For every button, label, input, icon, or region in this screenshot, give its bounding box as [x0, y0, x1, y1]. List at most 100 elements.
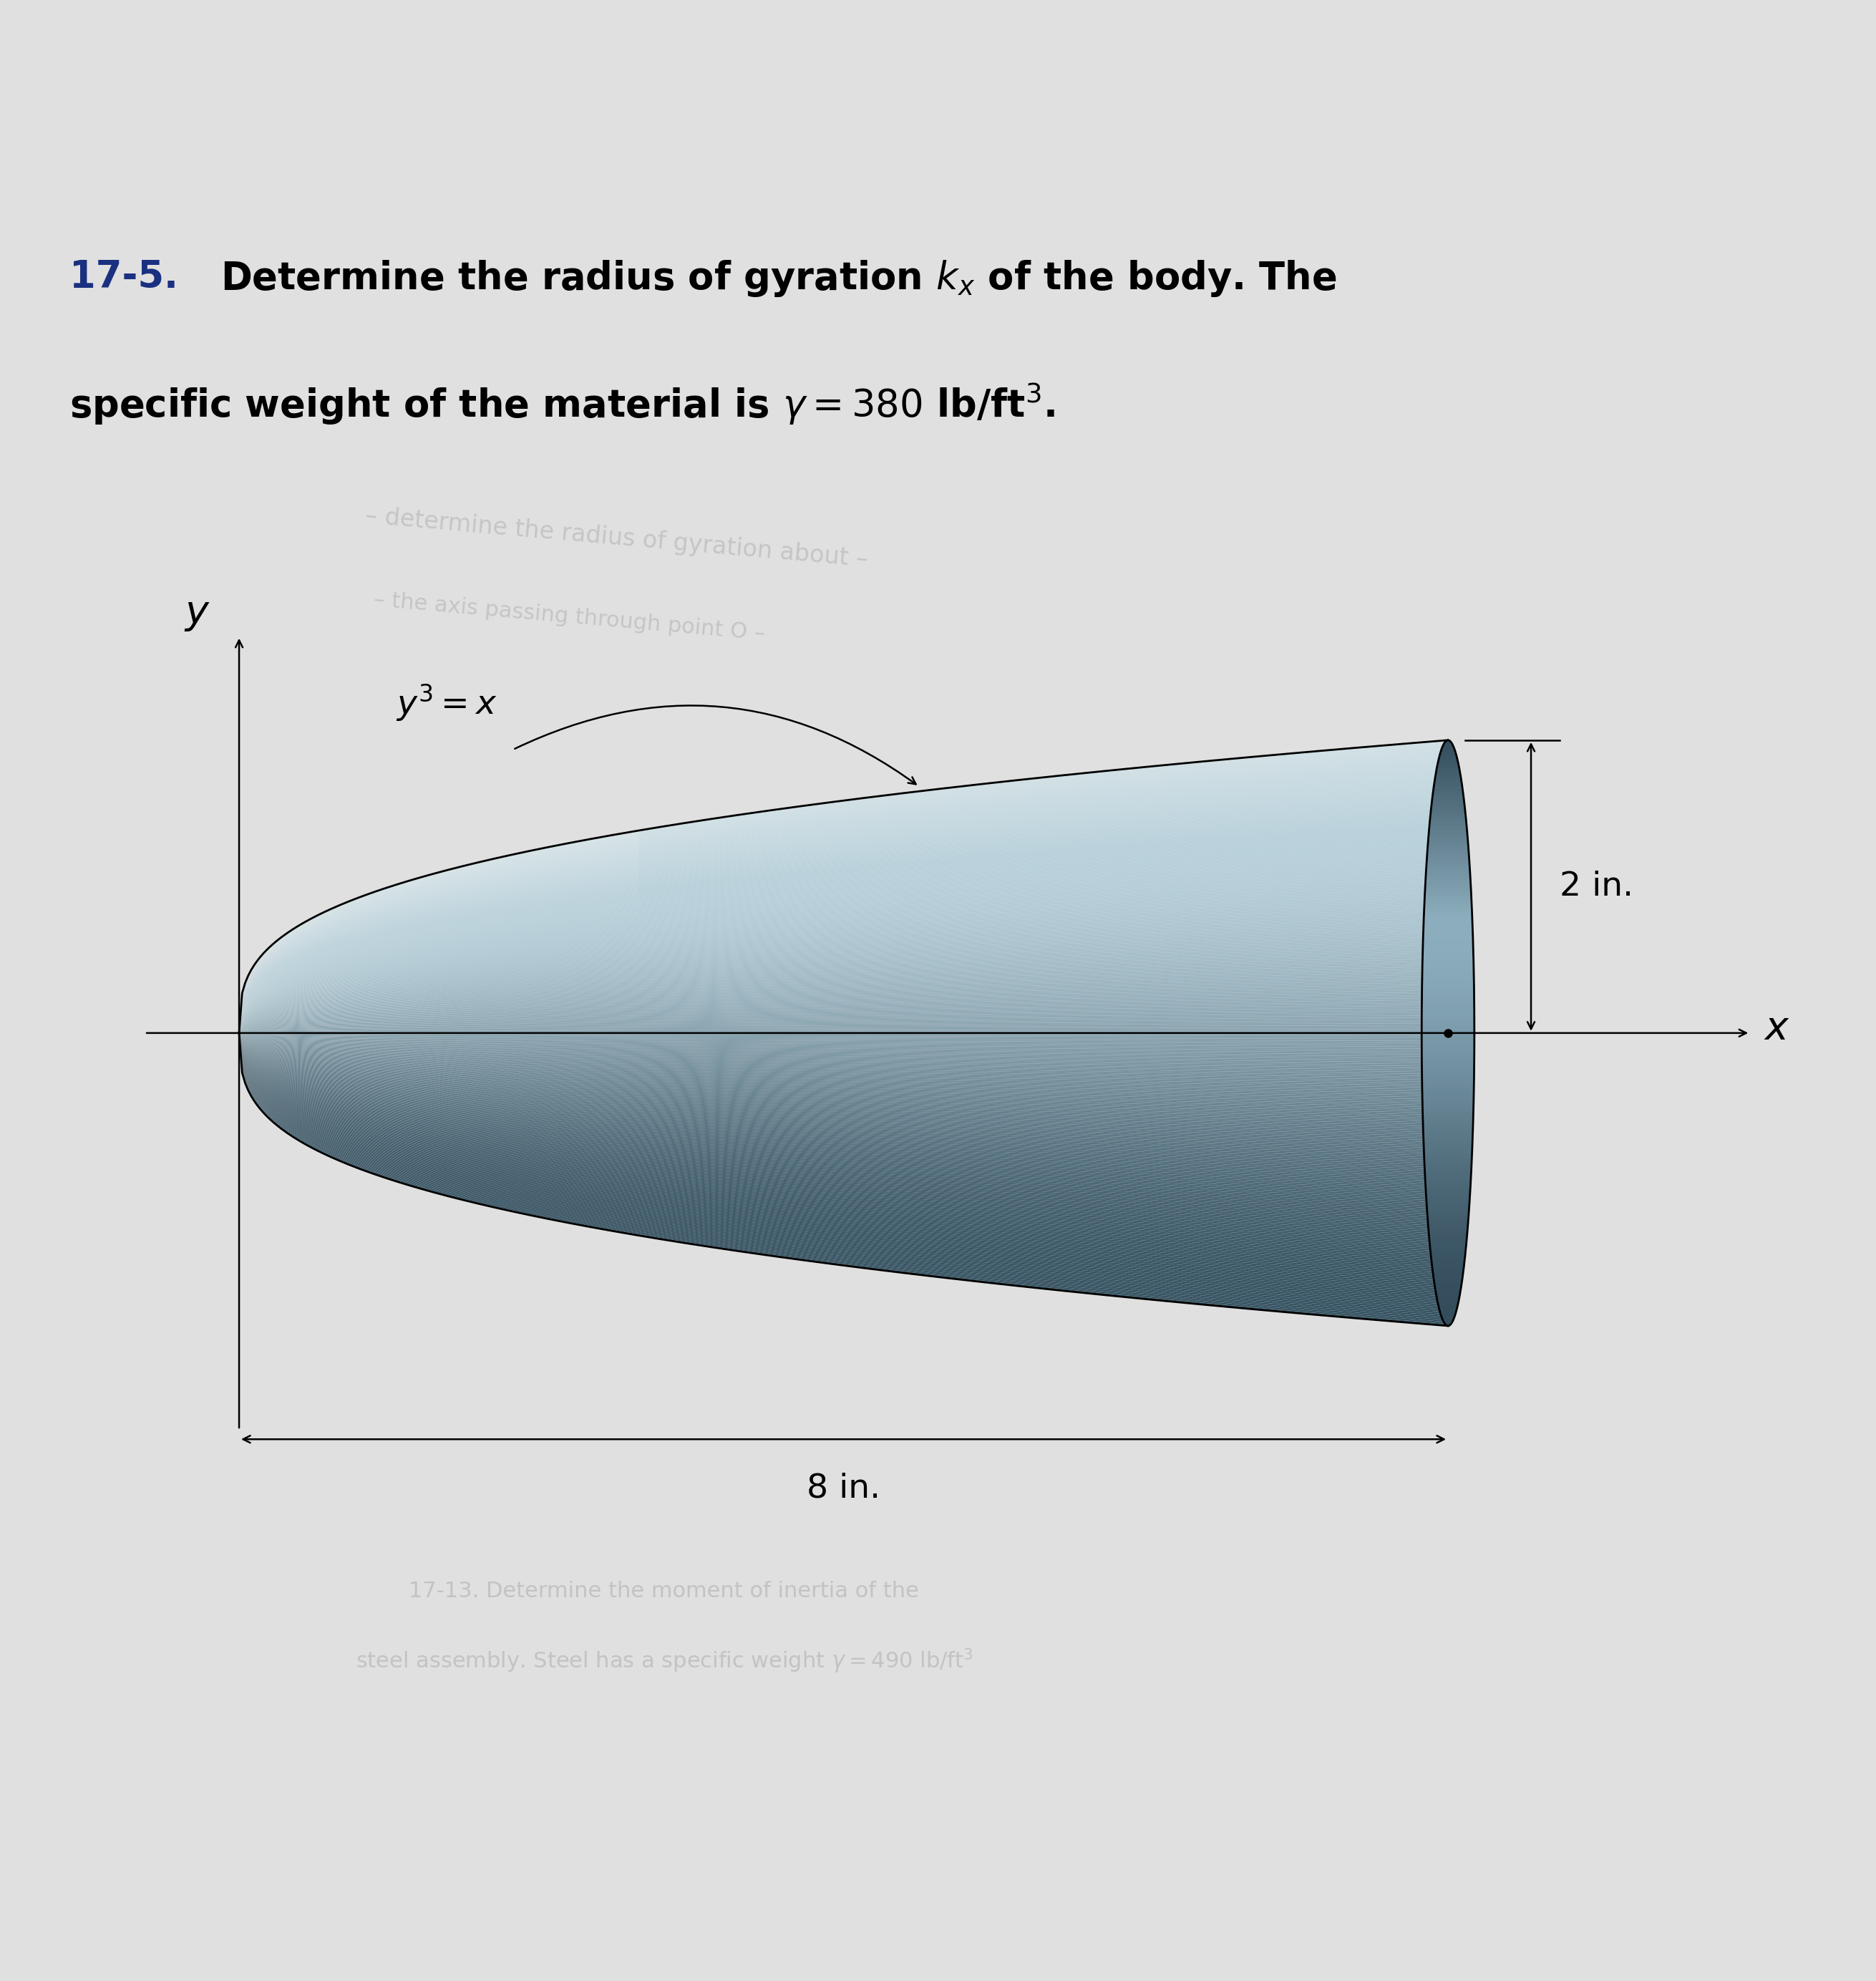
Polygon shape — [238, 753, 1448, 1032]
Polygon shape — [238, 1026, 1448, 1032]
Polygon shape — [1430, 1248, 1465, 1252]
Polygon shape — [238, 953, 1448, 1032]
Polygon shape — [238, 790, 1448, 1032]
Polygon shape — [238, 864, 640, 1032]
Polygon shape — [238, 1032, 1448, 1280]
Polygon shape — [238, 1004, 1448, 1032]
Polygon shape — [238, 1032, 1448, 1159]
Polygon shape — [238, 907, 1448, 1032]
Polygon shape — [238, 1032, 1448, 1155]
Polygon shape — [238, 832, 640, 1032]
Text: – determine the radius of gyration about –: – determine the radius of gyration about… — [364, 503, 869, 571]
Polygon shape — [238, 945, 1448, 1032]
Polygon shape — [238, 1032, 1448, 1149]
Polygon shape — [1422, 1088, 1475, 1092]
Polygon shape — [238, 1032, 1448, 1244]
Polygon shape — [1445, 1321, 1450, 1325]
Polygon shape — [238, 856, 640, 1032]
Polygon shape — [238, 1032, 1448, 1193]
Polygon shape — [1422, 1040, 1475, 1044]
Polygon shape — [238, 1022, 1448, 1032]
Polygon shape — [1422, 1115, 1473, 1119]
Polygon shape — [238, 769, 1448, 1032]
Polygon shape — [238, 834, 1448, 1032]
Polygon shape — [238, 842, 640, 1032]
Polygon shape — [238, 852, 640, 1032]
Polygon shape — [238, 1028, 1448, 1032]
Polygon shape — [1424, 1155, 1473, 1159]
Polygon shape — [1422, 1002, 1475, 1006]
Polygon shape — [1426, 1181, 1471, 1185]
Polygon shape — [1431, 810, 1465, 814]
Polygon shape — [238, 1032, 1448, 1088]
Polygon shape — [1430, 1240, 1467, 1244]
Polygon shape — [238, 1032, 1448, 1321]
Polygon shape — [1426, 1193, 1471, 1197]
Polygon shape — [1424, 907, 1473, 911]
Polygon shape — [238, 1032, 1448, 1307]
Polygon shape — [238, 850, 640, 1032]
Polygon shape — [1422, 947, 1473, 951]
Polygon shape — [238, 1032, 1448, 1288]
Polygon shape — [1424, 915, 1473, 919]
Polygon shape — [238, 779, 1448, 1032]
Polygon shape — [238, 1032, 1448, 1252]
Polygon shape — [238, 838, 640, 1032]
Polygon shape — [1422, 1080, 1475, 1084]
Polygon shape — [238, 965, 1448, 1032]
Polygon shape — [238, 1032, 1448, 1264]
Polygon shape — [238, 836, 640, 1032]
Polygon shape — [1426, 889, 1471, 891]
Polygon shape — [238, 1032, 1448, 1125]
Polygon shape — [1430, 814, 1465, 818]
Polygon shape — [238, 923, 1448, 1032]
Polygon shape — [238, 872, 1448, 1032]
Polygon shape — [238, 886, 1448, 1032]
Polygon shape — [238, 1032, 1448, 1270]
Polygon shape — [238, 1032, 1448, 1294]
Polygon shape — [238, 862, 1448, 1032]
Polygon shape — [238, 832, 1448, 1032]
Polygon shape — [238, 1032, 1448, 1072]
Polygon shape — [238, 959, 1448, 1032]
Polygon shape — [1430, 1244, 1467, 1248]
Polygon shape — [238, 856, 1448, 1032]
Polygon shape — [238, 1024, 1448, 1032]
Polygon shape — [1426, 870, 1471, 874]
Polygon shape — [238, 1032, 1448, 1054]
Polygon shape — [238, 864, 1448, 1032]
Polygon shape — [238, 1032, 1448, 1076]
Polygon shape — [1430, 818, 1467, 822]
Polygon shape — [1445, 741, 1450, 745]
Polygon shape — [238, 1032, 1448, 1278]
Polygon shape — [1424, 1123, 1473, 1127]
Polygon shape — [1424, 1143, 1473, 1147]
Polygon shape — [1422, 967, 1475, 971]
Polygon shape — [1426, 1177, 1471, 1181]
Polygon shape — [238, 868, 640, 1032]
Polygon shape — [238, 870, 1448, 1032]
Polygon shape — [238, 1032, 1448, 1185]
Polygon shape — [1422, 959, 1473, 963]
Polygon shape — [238, 1032, 1448, 1040]
Polygon shape — [238, 1032, 1448, 1052]
Polygon shape — [238, 989, 1448, 1032]
Polygon shape — [238, 983, 1448, 1032]
Polygon shape — [1422, 955, 1473, 959]
Polygon shape — [238, 1032, 1448, 1226]
Polygon shape — [1426, 874, 1471, 878]
Polygon shape — [238, 860, 1448, 1032]
Polygon shape — [238, 1032, 1448, 1173]
Polygon shape — [238, 767, 1448, 1032]
Polygon shape — [238, 998, 1448, 1032]
Polygon shape — [238, 1032, 1448, 1323]
Polygon shape — [1422, 1032, 1475, 1036]
Polygon shape — [1422, 994, 1475, 998]
Polygon shape — [1424, 935, 1473, 939]
Polygon shape — [1422, 1099, 1475, 1103]
Polygon shape — [238, 1032, 1448, 1298]
Polygon shape — [238, 858, 1448, 1032]
Polygon shape — [238, 886, 640, 1032]
Polygon shape — [238, 1032, 1448, 1117]
Polygon shape — [238, 1032, 1448, 1246]
